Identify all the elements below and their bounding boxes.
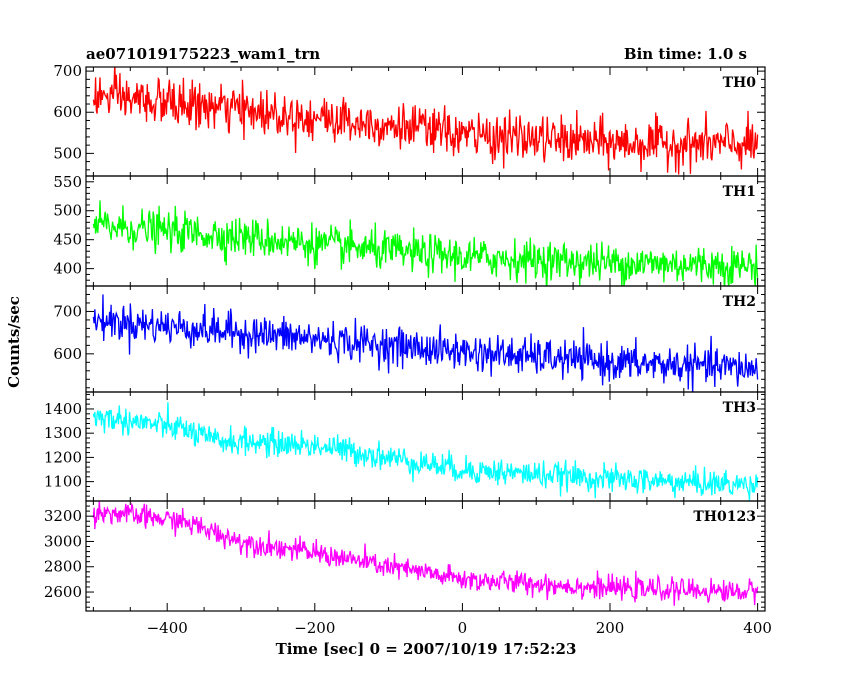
y-tick-label: 2600	[44, 583, 82, 601]
y-tick-label: 450	[53, 231, 82, 249]
x-tick-label: −200	[294, 619, 335, 637]
x-axis-title: Time [sec] 0 = 2007/10/19 17:52:23	[276, 640, 577, 658]
y-tick-label: 1400	[44, 400, 82, 418]
y-axis-title: Counts/sec	[5, 296, 23, 388]
y-tick-label: 500	[53, 202, 82, 220]
y-tick-label: 1200	[44, 448, 82, 466]
y-tick-label: 400	[53, 260, 82, 278]
panel-th1: 400 450 500 550 TH1	[53, 173, 766, 287]
y-tick-label: 3200	[44, 507, 82, 525]
panel-th0: 500 600 700 TH0	[53, 62, 766, 177]
panels-group: 500 600 700 TH0 400 450 500 550 TH1 600 700 TH2 1100…	[44, 62, 766, 612]
x-tick-label: 0	[458, 619, 468, 637]
panel-label-th0123: TH0123	[693, 509, 756, 525]
x-tick-label: 200	[596, 619, 625, 637]
series-line-th0123	[92, 501, 759, 606]
series-line-th3	[92, 402, 759, 501]
y-tick-label: 3000	[44, 532, 82, 550]
series-line-th2	[92, 294, 759, 392]
y-tick-label: 1300	[44, 424, 82, 442]
panel-label-th2: TH2	[723, 294, 756, 310]
panel-frame	[85, 500, 766, 612]
y-tick-label: 500	[53, 144, 82, 162]
y-tick-label: 550	[53, 173, 82, 191]
panel-label-th3: TH3	[723, 400, 756, 416]
chart-title: ae071019175223_wam1_trn	[86, 45, 320, 63]
x-tick-label: −400	[147, 619, 188, 637]
y-tick-label: 600	[53, 345, 82, 363]
series-line-th0	[92, 67, 759, 175]
bin-time-label: Bin time: 1.0 s	[624, 45, 747, 63]
panel-label-th1: TH1	[723, 184, 756, 200]
y-tick-label: 700	[53, 62, 82, 80]
x-tick-label: 400	[743, 619, 772, 637]
y-tick-label: 600	[53, 103, 82, 121]
panel-label-th0: TH0	[723, 75, 757, 91]
panel-th3: 1100 1200 1300 1400 TH3	[44, 391, 766, 502]
y-tick-label: 2800	[44, 558, 82, 576]
panel-th0123: 2600 2800 3000 3200 TH0123	[44, 500, 766, 612]
y-tick-label: 700	[53, 302, 82, 320]
panel-th2: 600 700 TH2	[53, 285, 766, 393]
series-line-th1	[92, 200, 759, 286]
y-tick-label: 1100	[44, 473, 82, 491]
x-axis: −400 −200 0 200 400	[147, 619, 772, 637]
